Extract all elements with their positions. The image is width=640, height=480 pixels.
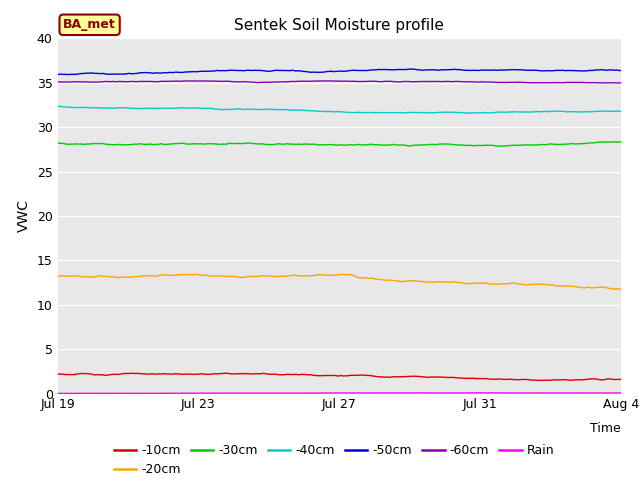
Line: -60cm: -60cm — [58, 81, 621, 83]
-20cm — [605, 286, 612, 291]
-30cm — [499, 144, 506, 149]
-20cm — [321, 272, 329, 278]
-30cm — [54, 141, 61, 146]
-10cm — [617, 376, 625, 382]
-60cm — [614, 80, 621, 86]
-50cm — [605, 67, 613, 72]
-60cm — [360, 79, 367, 84]
-60cm — [323, 78, 330, 84]
-40cm — [360, 110, 367, 116]
-50cm — [323, 69, 330, 74]
-40cm — [54, 104, 61, 109]
-20cm — [324, 273, 332, 278]
-60cm — [390, 79, 398, 84]
-20cm — [54, 273, 61, 279]
-10cm — [54, 372, 61, 377]
-60cm — [516, 80, 524, 85]
Line: -50cm: -50cm — [58, 69, 621, 74]
Rain — [324, 390, 332, 396]
-30cm — [617, 139, 625, 144]
-30cm — [605, 139, 612, 145]
-10cm — [390, 374, 398, 380]
-20cm — [617, 287, 625, 292]
-50cm — [326, 69, 333, 74]
-60cm — [318, 78, 326, 84]
Text: Time: Time — [590, 422, 621, 435]
Rain — [516, 390, 524, 396]
-50cm — [617, 68, 625, 73]
Y-axis label: VWC: VWC — [17, 200, 31, 232]
-20cm — [338, 271, 346, 277]
Line: Rain: Rain — [58, 393, 621, 394]
-60cm — [617, 80, 625, 86]
-10cm — [605, 376, 613, 382]
-40cm — [390, 109, 398, 115]
-30cm — [389, 142, 397, 147]
-40cm — [605, 108, 613, 114]
Rain — [605, 390, 612, 396]
Text: BA_met: BA_met — [63, 18, 116, 31]
-60cm — [326, 78, 333, 84]
Line: -10cm: -10cm — [58, 373, 621, 381]
-40cm — [518, 109, 525, 115]
-60cm — [605, 80, 612, 86]
-40cm — [326, 108, 333, 114]
-30cm — [358, 142, 366, 148]
-40cm — [463, 110, 471, 116]
-50cm — [518, 67, 525, 72]
-40cm — [55, 104, 63, 109]
-40cm — [617, 108, 625, 114]
Line: -30cm: -30cm — [58, 142, 621, 146]
-40cm — [323, 109, 330, 115]
-20cm — [390, 278, 398, 284]
Rain — [389, 390, 397, 396]
Line: -20cm: -20cm — [58, 274, 621, 289]
Rain — [321, 390, 329, 396]
-10cm — [326, 372, 333, 378]
-30cm — [321, 142, 329, 148]
-50cm — [65, 72, 73, 77]
-30cm — [516, 143, 524, 148]
Rain — [54, 391, 61, 396]
-50cm — [390, 67, 398, 73]
Line: -40cm: -40cm — [58, 107, 621, 113]
Rain — [474, 390, 481, 396]
-50cm — [54, 72, 61, 77]
-20cm — [360, 275, 367, 280]
-20cm — [516, 281, 524, 287]
-10cm — [323, 372, 330, 378]
-10cm — [360, 372, 367, 378]
-60cm — [54, 79, 61, 85]
Title: Sentek Soil Moisture profile: Sentek Soil Moisture profile — [234, 18, 444, 33]
-50cm — [360, 68, 367, 73]
-30cm — [610, 139, 618, 144]
-10cm — [128, 371, 136, 376]
Legend: -10cm, -20cm, -30cm, -40cm, -50cm, -60cm, Rain: -10cm, -20cm, -30cm, -40cm, -50cm, -60cm… — [109, 439, 559, 480]
-10cm — [539, 378, 547, 384]
-30cm — [324, 142, 332, 147]
-50cm — [407, 66, 415, 72]
Rain — [617, 390, 625, 396]
Rain — [358, 390, 366, 396]
-10cm — [516, 377, 524, 383]
